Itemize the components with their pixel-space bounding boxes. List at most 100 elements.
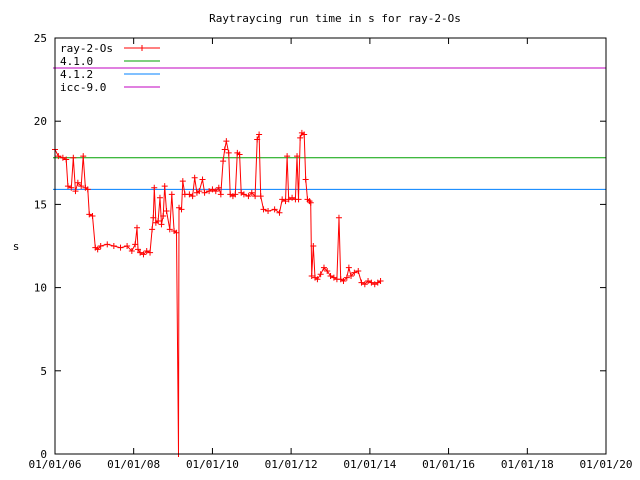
data-point: [140, 251, 147, 258]
data-point: [179, 178, 186, 185]
data-point: [330, 274, 337, 281]
data-point: [168, 191, 175, 198]
y-tick-label: 0: [40, 448, 47, 461]
data-point: [151, 184, 158, 191]
x-tick-label: 01/01/10: [186, 458, 239, 471]
legend-label: icc-9.0: [60, 81, 106, 94]
data-point: [117, 244, 124, 251]
data-point: [209, 186, 216, 193]
data-point: [308, 272, 315, 279]
data-point: [132, 241, 139, 248]
data-point: [178, 206, 185, 213]
data-point: [158, 221, 165, 228]
data-point: [63, 156, 70, 163]
data-point: [215, 184, 222, 191]
x-tick-label: 01/01/14: [343, 458, 396, 471]
data-point: [147, 249, 154, 256]
plot-frame: [54, 37, 607, 455]
data-point: [355, 267, 362, 274]
data-point: [295, 196, 302, 203]
data-point: [371, 281, 378, 288]
data-point: [78, 183, 85, 190]
data-point: [240, 191, 247, 198]
x-tick-label: 01/01/18: [501, 458, 554, 471]
data-point: [343, 274, 350, 281]
y-tick-label: 15: [34, 198, 47, 211]
data-point: [70, 154, 77, 161]
data-point: [212, 188, 219, 195]
data-point: [199, 176, 206, 183]
data-point: [307, 199, 314, 206]
legend-label: 4.1.0: [60, 55, 93, 68]
data-point: [289, 194, 296, 201]
data-point: [110, 243, 117, 249]
data-point: [173, 229, 180, 236]
data-point: [327, 272, 334, 279]
data-point: [59, 154, 66, 161]
plot-area: [52, 67, 606, 457]
x-tick-label: 01/01/12: [265, 458, 318, 471]
data-point: [206, 188, 213, 195]
data-point: [320, 264, 327, 271]
data-point: [161, 183, 168, 190]
data-point: [310, 243, 317, 249]
data-point: [134, 246, 141, 253]
data-point: [223, 138, 230, 145]
data-point: [143, 247, 150, 254]
data-point: [74, 179, 81, 186]
data-point: [368, 279, 375, 286]
data-point: [314, 276, 321, 283]
data-point: [89, 213, 96, 220]
data-point: [80, 153, 87, 160]
data-point: [245, 193, 252, 200]
data-point: [335, 214, 342, 221]
data-point: [149, 226, 156, 233]
data-point: [351, 269, 358, 276]
data-point: [225, 149, 232, 156]
data-point: [221, 146, 228, 153]
data-point: [285, 196, 292, 203]
data-point: [271, 206, 278, 213]
data-point: [55, 153, 62, 160]
data-point: [163, 208, 170, 215]
data-point: [134, 224, 141, 231]
chart-title: Raytraycing run time in s for ray-2-Os: [209, 12, 461, 25]
data-point: [377, 277, 384, 284]
data-point: [72, 188, 79, 195]
data-point: [257, 193, 264, 200]
data-point: [232, 191, 239, 198]
data-point: [254, 136, 261, 143]
data-point: [97, 243, 104, 249]
data-point: [94, 246, 101, 253]
data-point: [189, 193, 196, 200]
data-point: [324, 267, 331, 274]
data-point: [104, 241, 111, 248]
data-point: [186, 191, 193, 198]
data-point: [68, 184, 75, 191]
data-point: [248, 189, 255, 196]
data-point: [260, 206, 267, 213]
data-point: [191, 174, 198, 181]
data-point: [358, 279, 365, 286]
data-point: [317, 271, 324, 278]
data-point: [137, 249, 144, 256]
data-point: [276, 209, 283, 216]
data-point: [279, 196, 286, 203]
data-point: [128, 247, 135, 254]
data-point: [361, 281, 368, 288]
y-tick-label: 20: [34, 115, 47, 128]
data-point: [86, 211, 93, 218]
data-point: [265, 208, 272, 215]
data-point: [297, 134, 304, 141]
x-tick-label: 01/01/20: [580, 458, 633, 471]
data-point: [220, 158, 227, 165]
y-tick-label: 10: [34, 282, 47, 295]
data-point: [301, 131, 308, 138]
legend-label: ray-2-Os: [60, 42, 113, 55]
data-point: [64, 183, 71, 190]
series-line-ray-2-Os: [54, 131, 381, 455]
data-point: [217, 191, 224, 198]
data-point: [124, 243, 131, 249]
